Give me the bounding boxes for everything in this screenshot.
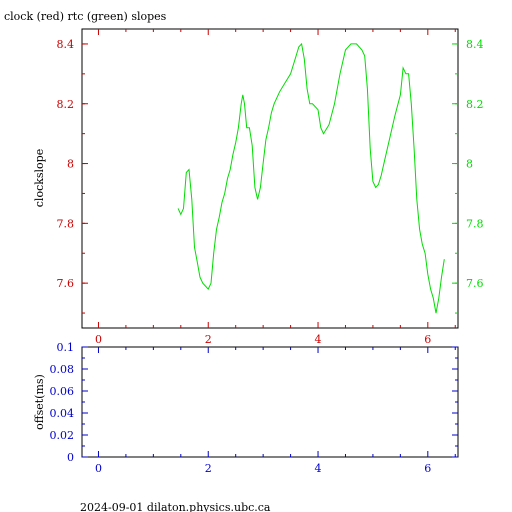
bottom-y-tick-label: 0 [67,451,74,464]
bottom-y-tick-label: 0.02 [50,429,75,442]
bottom-x-tick-label: 2 [205,462,212,475]
top-y-tick-label: 7.6 [57,277,75,290]
bottom-y-tick-label: 0.06 [50,385,75,398]
top-y-tick-label: 8 [67,158,74,171]
bottom-y-axis-label: offset(ms) [33,374,46,430]
bottom-axis-ticks: 0 2 4 6 0 0.02 0.04 0.06 0.08 0.1 [50,341,458,475]
chart-title: clock (red) rtc (green) slopes [4,10,167,23]
top-plot-frame [81,28,459,329]
bottom-y-tick-label: 0.1 [57,341,75,354]
bottom-plot-frame [81,346,459,458]
top-plot-series [177,42,445,314]
top-x-tick-label: 0 [95,333,102,346]
top-x-tick-label: 6 [424,333,431,346]
top-y-tick-label: 8.4 [57,38,75,51]
bottom-x-tick-label: 6 [424,462,431,475]
bottom-y-tick-label: 0.08 [50,363,75,376]
top-series-line-0 [177,42,445,314]
bottom-x-tick-label: 4 [315,462,322,475]
top-y-tick-label-right: 7.8 [466,217,484,230]
top-y-axis-label: clockslope [33,149,46,207]
top-axis-ticks: 0 2 4 6 7.6 7.6 7.8 7.8 8 8 8.2 8.2 8.4 8.4 [57,29,484,346]
top-y-tick-label: 8.2 [57,98,75,111]
top-y-tick-label-right: 7.6 [466,277,484,290]
top-x-tick-label: 4 [315,333,322,346]
footer-caption: 2024-09-01 dilaton.physics.ubc.ca [80,501,271,512]
top-y-tick-label-right: 8.2 [466,98,484,111]
top-y-tick-label: 7.8 [57,217,75,230]
bottom-x-tick-label: 0 [95,462,102,475]
top-y-tick-label-right: 8 [466,158,473,171]
bottom-y-tick-label: 0.04 [50,407,75,420]
top-x-tick-label: 2 [205,333,212,346]
top-y-tick-label-right: 8.4 [466,38,484,51]
